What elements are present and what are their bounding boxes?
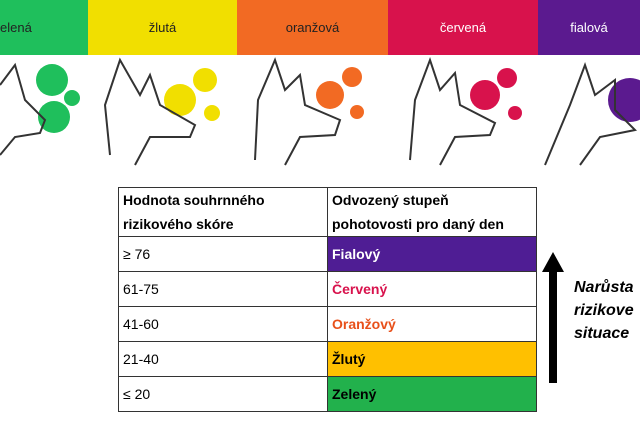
side-text: rizikove xyxy=(574,302,634,319)
level-cell: Zelený xyxy=(327,376,537,412)
banner-cell: elená xyxy=(0,0,88,55)
banner-label: elená xyxy=(0,20,32,35)
banner-cell: žlutá xyxy=(88,0,237,55)
banner-label: žlutá xyxy=(148,20,177,35)
banner-label: fialová xyxy=(570,20,608,35)
header-line: Odvozený stupeň xyxy=(332,192,449,208)
side-text: Narůsta xyxy=(574,279,634,296)
header-line: pohotovosti pro daný den xyxy=(332,216,504,232)
score-cell: 41-60 xyxy=(118,306,328,342)
banner-label: červená xyxy=(439,20,487,35)
banner-label: oranžová xyxy=(285,20,340,35)
dog-illustrations xyxy=(0,57,640,166)
score-cell: ≤ 20 xyxy=(118,376,328,412)
level-cell: Oranžový xyxy=(327,306,537,342)
level-cell: Fialový xyxy=(327,236,537,272)
score-cell: 21-40 xyxy=(118,341,328,377)
score-cell: ≥ 76 xyxy=(118,236,328,272)
level-cell: Červený xyxy=(327,271,537,307)
level-cell: Žlutý xyxy=(327,341,537,377)
header-cell: Odvozený stupeň pohotovosti pro daný den xyxy=(327,187,537,237)
banner-cell: červená xyxy=(388,0,538,55)
table-header: Hodnota souhrnného rizikového skóre Odvoz… xyxy=(118,187,537,237)
header-line: rizikového skóre xyxy=(123,216,234,232)
score-table: Hodnota souhrnného rizikového skóre Odvoz… xyxy=(118,187,537,412)
header-cell: Hodnota souhrnného rizikového skóre xyxy=(118,187,328,237)
side-text: situace xyxy=(574,325,630,342)
header-line: Hodnota souhrnného xyxy=(123,192,265,208)
banner-cell: fialová xyxy=(538,0,640,55)
score-cell: 61-75 xyxy=(118,271,328,307)
risk-arrow xyxy=(542,252,564,383)
banner-cell: oranžová xyxy=(237,0,388,55)
